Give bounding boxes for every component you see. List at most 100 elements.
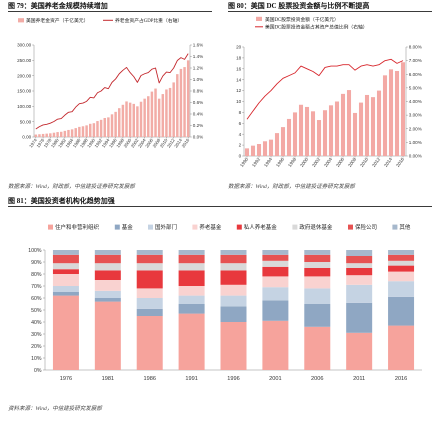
fig81-bar-segment-2001-7 xyxy=(262,250,289,255)
fig79-ratio-line xyxy=(35,53,189,130)
fig79-y2-tick-label: 1.0% xyxy=(193,77,203,82)
fig80-x-tick-label: 1992 xyxy=(251,156,261,168)
fig81-bar-segment-1991-1 xyxy=(178,304,205,314)
fig81-bar-segment-1991-3 xyxy=(178,286,205,296)
fig79-y2-tick-label: 1.2% xyxy=(193,66,203,71)
fig81-bar-segment-1991-2 xyxy=(178,295,205,304)
fig81-title: 图 81：美国投资者机构化趋势加强 xyxy=(8,197,115,205)
fig81-legend-label-6: 保险公司 xyxy=(355,223,377,231)
fig79-bar-1985 xyxy=(74,128,77,137)
fig79-x-tick-label: 1996 xyxy=(108,137,118,148)
fig80-bar-1997 xyxy=(286,118,292,156)
fig81-y-tick-label: 40% xyxy=(31,320,42,326)
fig81-legend-label-3: 养老基金 xyxy=(199,223,222,231)
fig79-x-tick-label: 2004 xyxy=(137,137,147,148)
fig79-legend-line-label: 养老金资产占GDP比重（右轴） xyxy=(115,17,182,24)
fig81-bar-segment-2016-3 xyxy=(388,271,415,282)
fig80-x-tick-label: 2008 xyxy=(347,156,357,168)
fig79-bar-2012 xyxy=(172,82,175,137)
fig80-bar-2007 xyxy=(346,90,352,156)
fig81-x-tick-label-2001: 2001 xyxy=(269,376,281,382)
fig80-legend-bar-label: 美国DC股票投资金额（千亿美元） xyxy=(265,16,339,23)
fig80-bar-2014 xyxy=(388,69,394,156)
fig81-bar-segment-1976-1 xyxy=(52,292,79,296)
fig79-bar-1980 xyxy=(56,132,59,137)
fig81-y-tick-label: 50% xyxy=(31,308,42,314)
fig81-bar-segment-2006-6 xyxy=(304,254,331,262)
fig79-bar-2014 xyxy=(179,68,183,137)
fig79-x-tick-label: 1980 xyxy=(50,137,60,148)
fig81-bar-segment-1981-2 xyxy=(94,290,121,298)
fig79-bar-1979 xyxy=(52,132,56,137)
fig81-y-tick-label: 60% xyxy=(31,296,42,302)
fig81-bar-segment-2016-5 xyxy=(388,260,415,266)
fig79-chart: 0.00 50.00 100.00 150.00 200.00 250.00 300.00 0… xyxy=(17,17,203,148)
fig79-bar-2000 xyxy=(128,102,132,137)
fig79-y2-tick-label: 0.0% xyxy=(193,135,203,140)
fig79-y2-tick-label: 1.6% xyxy=(193,43,203,48)
fig81-bar-segment-1986-7 xyxy=(136,250,163,255)
fig81-bar-segment-2001-4 xyxy=(262,266,289,277)
fig81-legend-label-2: 国外部门 xyxy=(155,223,177,231)
fig80-x-tick-label: 2014 xyxy=(383,156,393,168)
fig80-bar-1992 xyxy=(256,144,262,156)
fig79-bar-1974 xyxy=(34,134,38,137)
fig79-x-tick-label: 1982 xyxy=(57,137,67,148)
fig81-bar-segment-1986-1 xyxy=(136,308,163,316)
fig80-x-tick-label: 1994 xyxy=(263,156,273,168)
fig80-y-tick-label: 12 xyxy=(236,88,242,93)
fig80-bar-2013 xyxy=(382,75,388,156)
fig79-bar-1997 xyxy=(118,108,121,137)
fig79-bar-1977 xyxy=(45,133,48,137)
fig80-x-tick-label: 2016 xyxy=(395,156,405,168)
fig79-x-tick-label: 2012 xyxy=(166,137,176,148)
fig80-title-rule xyxy=(228,11,432,12)
fig80-y2-tick-label: 0.00% xyxy=(409,154,422,159)
fig80-bar-2002 xyxy=(316,120,322,156)
fig80-y-tick-label: 6 xyxy=(239,121,242,126)
fig81-legend-swatch-4 xyxy=(236,224,242,230)
fig81-legend-swatch-7 xyxy=(392,224,398,230)
fig79-bar-1996 xyxy=(114,111,117,137)
fig81-bar-segment-1981-6 xyxy=(94,254,121,264)
fig81-bar-segment-2011-0 xyxy=(346,332,373,370)
fig80-x-tick-label: 1998 xyxy=(287,156,297,168)
fig79-bar-2005 xyxy=(147,96,150,137)
fig79-y-tick-label: 150.00 xyxy=(17,89,31,94)
fig80-bar-1991 xyxy=(250,145,256,156)
fig81-bar-segment-2006-2 xyxy=(304,288,331,304)
fig79-y-tick-label: 100.00 xyxy=(17,104,31,109)
fig79-bar-2004 xyxy=(143,98,146,137)
fig81-bar-segment-1986-2 xyxy=(136,298,163,309)
fig81-bar-segment-2006-7 xyxy=(304,250,331,255)
fig81-x-tick-label-2016: 2016 xyxy=(395,376,407,382)
fig81-legend-label-4: 私人养老基金 xyxy=(244,223,278,231)
fig79-bar-2015 xyxy=(183,67,186,137)
fig79-x-tick-label: 1994 xyxy=(101,137,111,148)
fig79-y2-tick-label: 0.2% xyxy=(193,123,203,128)
fig81-bar-segment-1976-0 xyxy=(52,295,79,370)
fig81-bar-segment-1981-3 xyxy=(94,280,121,291)
fig80-bar-2001 xyxy=(310,111,316,156)
fig81-bar-segment-1991-0 xyxy=(178,313,205,370)
fig81-chart: 0% 10% 20% 30% 40% 50% 60% 70% 80% 90% 100% 1976 198… xyxy=(28,223,422,382)
fig81-bar-segment-2001-6 xyxy=(262,254,289,261)
fig80-bar-1994 xyxy=(268,139,274,156)
fig81-bar-segment-1986-4 xyxy=(136,270,163,289)
fig80-y2-tick-label: 8.00% xyxy=(409,45,422,50)
fig79-bar-1990 xyxy=(92,123,96,137)
fig79-y-tick-label: 50.00 xyxy=(20,119,32,124)
fig81-bar-segment-1981-1 xyxy=(94,298,121,302)
fig81-bar-segment-2016-0 xyxy=(388,325,415,370)
fig81-bar-segment-1991-6 xyxy=(178,254,205,264)
fig80-x-tick-label: 2012 xyxy=(371,156,381,168)
fig80-x-tick-label: 1990 xyxy=(239,156,249,168)
fig80-ratio-line xyxy=(246,58,404,120)
fig79-y-tick-label: 300.00 xyxy=(17,43,31,48)
fig80-y-tick-label: 0 xyxy=(239,154,242,159)
fig80-y2-tick-label: 4.00% xyxy=(409,99,422,104)
fig81-legend-swatch-0 xyxy=(48,224,53,230)
fig79-bar-1982 xyxy=(63,130,67,137)
fig81-y-tick-label: 10% xyxy=(31,356,42,362)
fig80-y2-tick-label: 7.00% xyxy=(409,58,422,63)
